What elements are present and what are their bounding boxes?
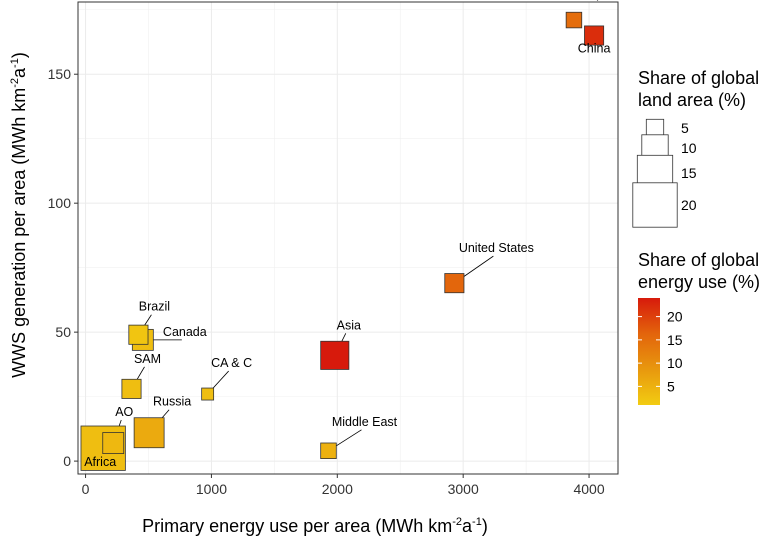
point-russia (133, 417, 165, 449)
point-china (584, 25, 605, 46)
x-tick-label: 4000 (573, 481, 604, 497)
y-tick-label: 150 (48, 66, 72, 82)
x-tick-label: 3000 (448, 481, 479, 497)
size-legend-key-5 (645, 118, 665, 138)
point-ca-c (201, 387, 215, 401)
size-legend-title-line2: land area (%) (638, 90, 746, 110)
label-europe: Europe (570, 0, 610, 1)
y-axis-title: WWS generation per area (MWh km-2a-1) (9, 52, 29, 378)
point-united-states (444, 273, 465, 294)
colorbar-tick-label: 10 (667, 355, 683, 371)
point-ao (102, 432, 125, 454)
point-middle-east (320, 442, 337, 459)
label-middle-east: Middle East (332, 415, 398, 429)
y-tick-label: 100 (48, 195, 72, 211)
point-europe (565, 11, 583, 29)
color-bar (638, 298, 660, 405)
colorbar-tick-label: 20 (667, 309, 683, 325)
color-legend-title-line2: energy use (%) (638, 272, 760, 292)
label-asia: Asia (337, 318, 361, 332)
plot-background (78, 2, 618, 474)
data-points (80, 11, 605, 471)
size-legend-label-5: 5 (681, 120, 689, 136)
x-axis-title: Primary energy use per area (MWh km-2a-1… (142, 516, 488, 536)
plot-border (77, 1, 619, 475)
colorbar-tick-label: 5 (667, 378, 675, 394)
label-canada: Canada (163, 325, 207, 339)
label-brazil: Brazil (139, 300, 170, 314)
size-legend-label-10: 10 (681, 140, 697, 156)
color-legend-title-line1: Share of global (638, 250, 759, 270)
label-united-states: United States (459, 241, 534, 255)
size-legend-key-20 (632, 182, 678, 228)
x-tick-label: 0 (82, 481, 90, 497)
size-legend-title-line1: Share of global (638, 68, 759, 88)
label-russia: Russia (153, 395, 191, 409)
label-africa: Africa (84, 455, 116, 469)
point-labels: Europe China United States Asia Brazil Canada… (84, 0, 610, 469)
label-ca-c: CA & C (211, 356, 252, 370)
point-sam (121, 378, 142, 399)
color-legend: Share of global energy use (%) 5 10 15 20 (638, 250, 760, 405)
axes: 0 1000 2000 3000 4000 0 50 100 150 (48, 66, 605, 497)
plot-panel (77, 1, 619, 475)
label-ao: AO (115, 405, 133, 419)
colorbar-tick-label: 15 (667, 332, 683, 348)
y-tick-label: 0 (63, 453, 71, 469)
size-legend-label-15: 15 (681, 165, 697, 181)
point-asia (320, 340, 350, 370)
size-legend-label-20: 20 (681, 197, 697, 213)
label-china: China (578, 42, 611, 56)
x-tick-label: 2000 (322, 481, 353, 497)
size-legend: Share of global land area (%) 5 10 15 20 (632, 68, 759, 228)
point-brazil (128, 324, 149, 345)
label-sam: SAM (134, 352, 161, 366)
x-tick-label: 1000 (196, 481, 227, 497)
y-tick-label: 50 (55, 324, 71, 340)
